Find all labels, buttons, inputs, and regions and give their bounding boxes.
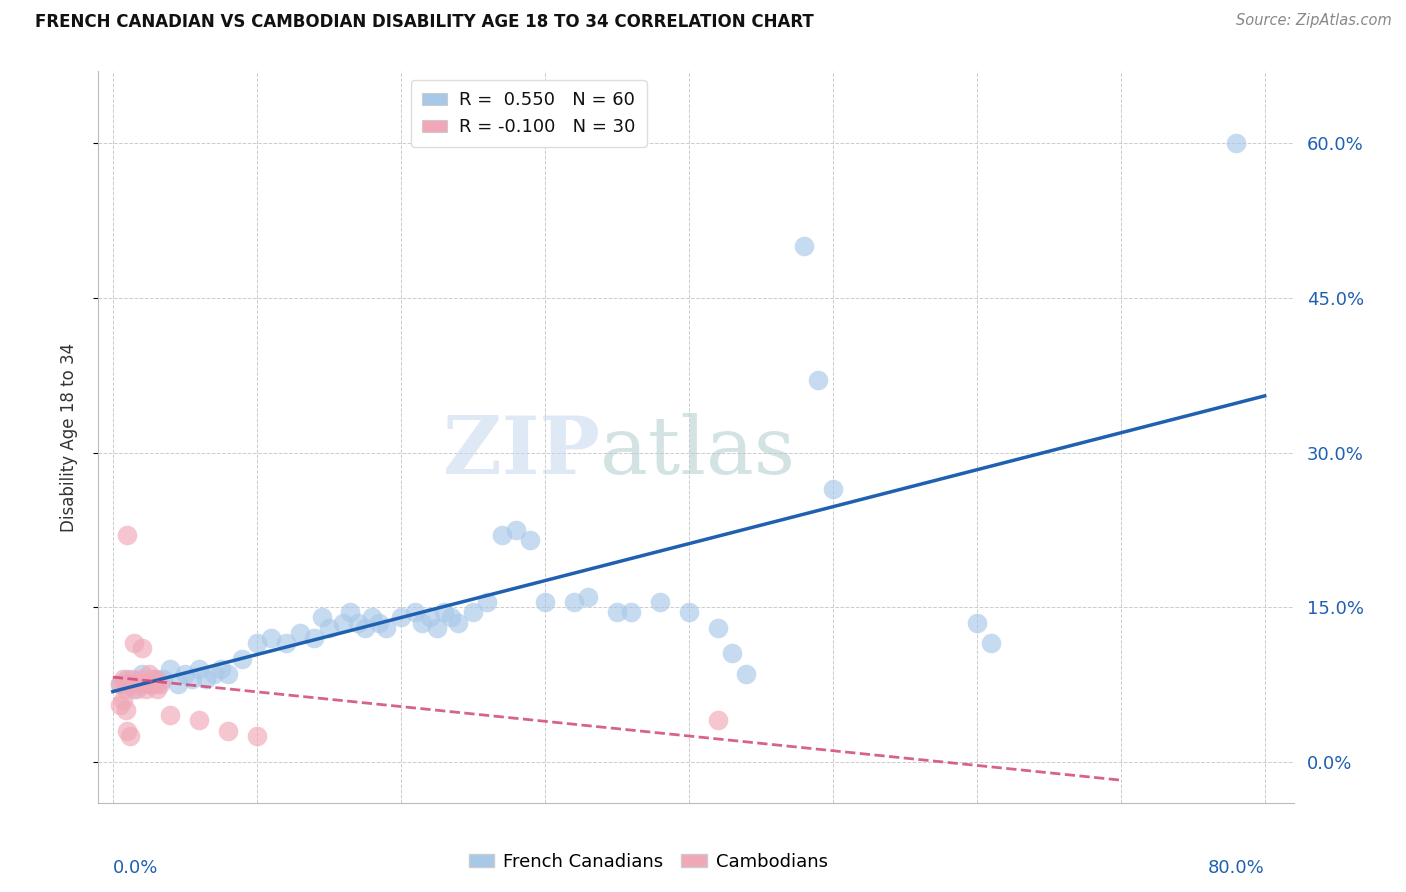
Text: atlas: atlas xyxy=(600,413,796,491)
Point xyxy=(146,682,169,697)
Point xyxy=(339,605,361,619)
Point xyxy=(111,693,134,707)
Point xyxy=(426,621,449,635)
Point xyxy=(678,605,700,619)
Point xyxy=(318,621,340,635)
Point xyxy=(361,610,384,624)
Point xyxy=(152,672,174,686)
Point xyxy=(138,667,160,681)
Point xyxy=(124,677,146,691)
Point xyxy=(721,647,744,661)
Point xyxy=(274,636,297,650)
Point xyxy=(735,667,758,681)
Point xyxy=(138,677,160,691)
Point xyxy=(353,621,375,635)
Point xyxy=(159,662,181,676)
Point xyxy=(389,610,412,624)
Point xyxy=(115,723,138,738)
Point xyxy=(505,523,527,537)
Point xyxy=(108,677,131,691)
Point xyxy=(404,605,426,619)
Point xyxy=(368,615,391,630)
Point xyxy=(461,605,484,619)
Point xyxy=(966,615,988,630)
Point xyxy=(519,533,541,547)
Point xyxy=(124,682,146,697)
Point xyxy=(188,714,211,728)
Point xyxy=(706,621,728,635)
Point xyxy=(562,595,585,609)
Point xyxy=(202,667,225,681)
Point xyxy=(124,636,146,650)
Point xyxy=(217,723,239,738)
Point xyxy=(375,621,398,635)
Point xyxy=(821,482,844,496)
Point xyxy=(311,610,333,624)
Point xyxy=(131,667,153,681)
Point xyxy=(114,703,136,717)
Point xyxy=(138,677,160,691)
Point xyxy=(118,677,141,691)
Text: ZIP: ZIP xyxy=(443,413,600,491)
Point xyxy=(145,672,167,686)
Point xyxy=(115,672,138,686)
Point xyxy=(477,595,499,609)
Point xyxy=(606,605,628,619)
Text: 0.0%: 0.0% xyxy=(112,860,159,878)
Point xyxy=(246,636,269,650)
Point xyxy=(576,590,599,604)
Point xyxy=(120,729,142,743)
Point xyxy=(108,677,131,691)
Point xyxy=(533,595,555,609)
Point xyxy=(135,682,157,697)
Text: Source: ZipAtlas.com: Source: ZipAtlas.com xyxy=(1236,13,1392,29)
Point xyxy=(231,651,253,665)
Point xyxy=(166,677,188,691)
Text: 80.0%: 80.0% xyxy=(1208,860,1265,878)
Point xyxy=(807,373,830,387)
Point xyxy=(121,672,143,686)
Point xyxy=(793,239,815,253)
Point xyxy=(129,672,152,686)
Point xyxy=(447,615,470,630)
Point xyxy=(332,615,354,630)
Point xyxy=(706,714,728,728)
Point xyxy=(346,615,368,630)
Point xyxy=(111,672,134,686)
Point xyxy=(181,672,204,686)
Y-axis label: Disability Age 18 to 34: Disability Age 18 to 34 xyxy=(59,343,77,532)
Point xyxy=(491,528,513,542)
Point xyxy=(195,672,218,686)
Point xyxy=(114,682,136,697)
Point xyxy=(141,672,163,686)
Point xyxy=(115,528,138,542)
Point xyxy=(209,662,232,676)
Point xyxy=(173,667,195,681)
Point xyxy=(1225,136,1247,151)
Point xyxy=(131,641,153,656)
Point xyxy=(419,610,441,624)
Point xyxy=(143,677,166,691)
Point xyxy=(108,698,131,712)
Point xyxy=(127,682,149,697)
Point xyxy=(648,595,671,609)
Text: FRENCH CANADIAN VS CAMBODIAN DISABILITY AGE 18 TO 34 CORRELATION CHART: FRENCH CANADIAN VS CAMBODIAN DISABILITY … xyxy=(35,13,814,31)
Legend: French Canadians, Cambodians: French Canadians, Cambodians xyxy=(461,846,835,878)
Point xyxy=(304,631,326,645)
Point xyxy=(260,631,283,645)
Point xyxy=(132,677,155,691)
Point xyxy=(440,610,463,624)
Point xyxy=(980,636,1002,650)
Point xyxy=(188,662,211,676)
Point xyxy=(217,667,239,681)
Point xyxy=(620,605,643,619)
Point xyxy=(159,708,181,723)
Point xyxy=(411,615,433,630)
Point xyxy=(433,605,456,619)
Point xyxy=(145,672,167,686)
Point xyxy=(288,625,311,640)
Point xyxy=(246,729,269,743)
Point xyxy=(149,677,172,691)
